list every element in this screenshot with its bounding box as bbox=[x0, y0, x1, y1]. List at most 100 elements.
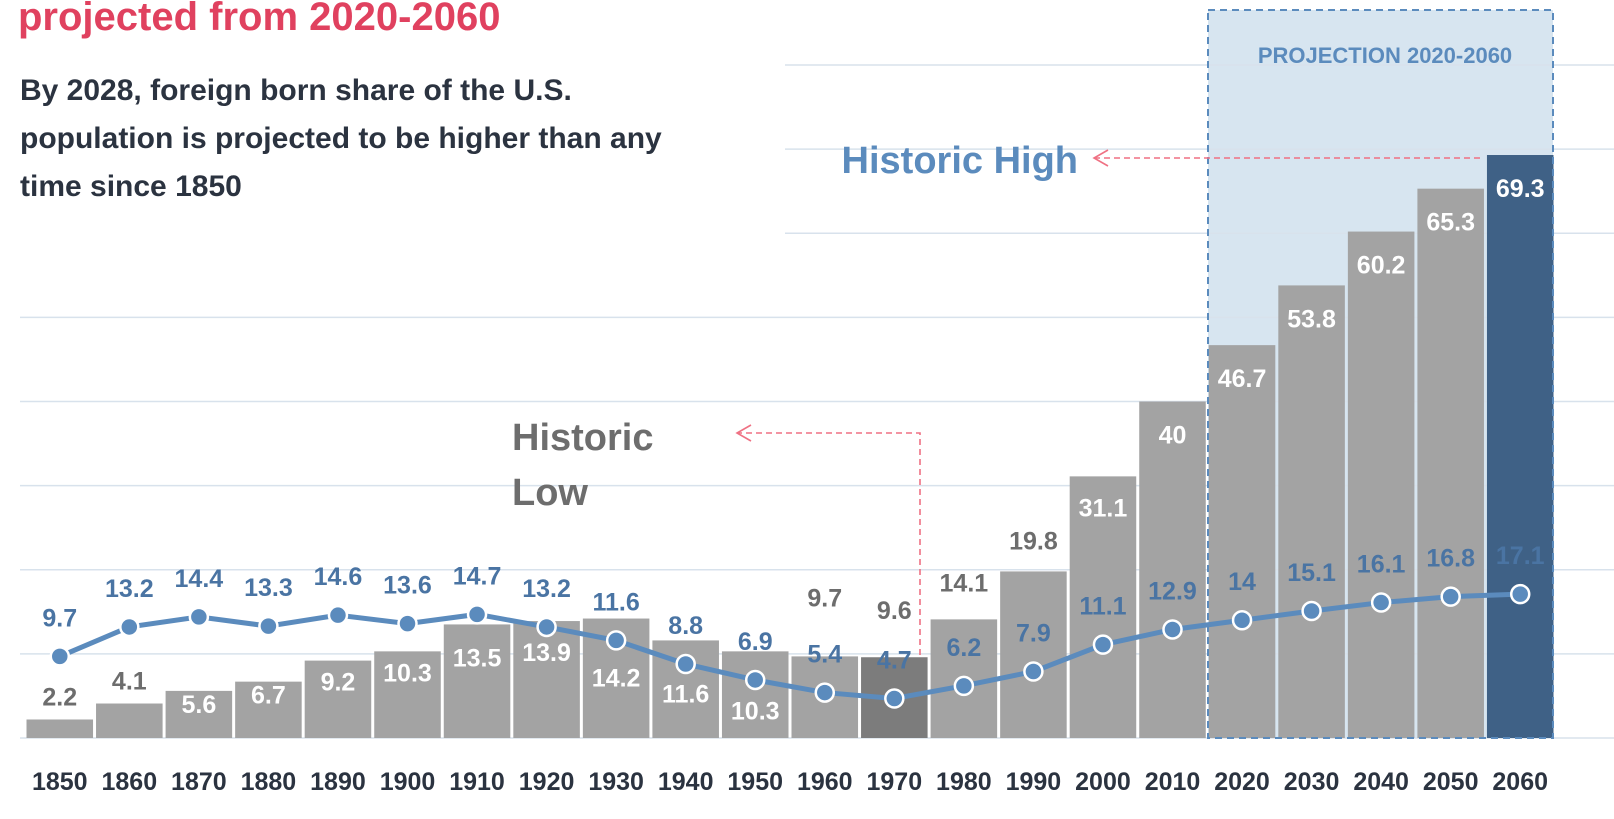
bar bbox=[1208, 345, 1276, 738]
line-value-label: 13.2 bbox=[522, 575, 571, 603]
bar-value-label: 9.7 bbox=[807, 584, 842, 612]
point bbox=[327, 604, 349, 626]
bar bbox=[1417, 188, 1484, 738]
point bbox=[258, 615, 279, 637]
bar-value-label: 14.1 bbox=[940, 569, 989, 597]
point bbox=[1509, 583, 1531, 605]
x-tick-label: 1920 bbox=[519, 768, 575, 796]
x-tick-label: 1860 bbox=[102, 768, 158, 796]
bar bbox=[721, 651, 789, 738]
marks bbox=[26, 155, 1554, 739]
x-tick-label: 1970 bbox=[867, 768, 923, 796]
line-value-label: 14.6 bbox=[314, 563, 363, 591]
bar-value-label: 19.8 bbox=[1009, 527, 1058, 555]
line-value-label: 9.7 bbox=[42, 604, 77, 632]
x-tick-label: 2030 bbox=[1284, 768, 1340, 796]
line-value-label: 17.1 bbox=[1496, 542, 1545, 570]
bar bbox=[1000, 571, 1067, 738]
chart-title: projected from 2020-2060 bbox=[18, 0, 500, 39]
bar-value-label: 4.1 bbox=[112, 668, 147, 696]
x-tick-label: 1990 bbox=[1006, 768, 1062, 796]
bar bbox=[26, 719, 94, 738]
x-tick-label: 1930 bbox=[588, 768, 644, 796]
arrow-head bbox=[1092, 149, 1109, 167]
line-value-label: 15.1 bbox=[1287, 559, 1336, 587]
line-value-label: 12.9 bbox=[1148, 577, 1197, 605]
bar-value-label: 14.2 bbox=[592, 665, 641, 693]
x-tick-label: 1870 bbox=[171, 768, 227, 796]
bar-value-label: 40 bbox=[1159, 422, 1187, 450]
bar-value-label: 13.9 bbox=[522, 639, 571, 667]
line-value-label: 14 bbox=[1228, 568, 1256, 596]
x-tick-label: 1850 bbox=[32, 768, 88, 796]
bar bbox=[1486, 155, 1554, 739]
line-value-label: 13.6 bbox=[383, 572, 432, 600]
line-value-label: 11.6 bbox=[592, 588, 639, 616]
bar-value-label: 6.7 bbox=[251, 682, 286, 710]
bar bbox=[96, 703, 163, 738]
bar bbox=[235, 681, 302, 738]
point bbox=[605, 630, 627, 651]
bar-value-label: 13.5 bbox=[453, 644, 502, 672]
labels: 1850 1860 1870 1880 1890 1900 1910 1920 1930 1940… bbox=[32, 175, 1548, 796]
bar bbox=[1139, 401, 1206, 738]
line-value-label: 6.2 bbox=[946, 634, 981, 662]
bar bbox=[374, 651, 441, 738]
annotation: Low bbox=[512, 472, 588, 514]
point bbox=[953, 675, 975, 697]
subtitle: population is projected to be higher tha… bbox=[20, 122, 662, 155]
point bbox=[1370, 592, 1392, 613]
arrow-line bbox=[737, 432, 921, 655]
point bbox=[1092, 634, 1114, 655]
bar-value-label: 2.2 bbox=[42, 683, 77, 711]
line-value-label: 14.7 bbox=[453, 562, 502, 590]
x-tick-label: 2040 bbox=[1353, 768, 1409, 796]
line-value-label: 16.8 bbox=[1426, 545, 1475, 573]
bar-value-label: 69.3 bbox=[1496, 175, 1545, 203]
bar-value-label: 53.8 bbox=[1287, 305, 1336, 333]
x-tick-label: 1940 bbox=[658, 768, 714, 796]
bar-value-label: 9.6 bbox=[877, 597, 912, 625]
x-tick-label: 1980 bbox=[936, 768, 992, 796]
x-tick-label: 2010 bbox=[1145, 768, 1201, 796]
line-value-label: 11.1 bbox=[1079, 593, 1126, 621]
line-value-label: 4.7 bbox=[877, 646, 912, 674]
bar-value-label: 10.3 bbox=[383, 659, 432, 687]
bar-value-label: 31.1 bbox=[1079, 494, 1128, 522]
subtitle: time since 1850 bbox=[20, 170, 242, 203]
bar bbox=[513, 621, 580, 738]
bar-value-label: 65.3 bbox=[1426, 209, 1475, 237]
bar bbox=[1347, 231, 1415, 738]
line bbox=[58, 591, 1521, 701]
subtitle: By 2028, foreign born share of the U.S. bbox=[20, 74, 572, 107]
bar-value-label: 60.2 bbox=[1357, 252, 1406, 280]
x-tick-label: 1880 bbox=[241, 768, 297, 796]
line-value-label: 8.8 bbox=[668, 612, 703, 640]
bar bbox=[443, 624, 511, 738]
projection-label: PROJECTION 2020-2060 bbox=[1258, 43, 1512, 68]
point bbox=[1162, 619, 1183, 640]
x-tick-label: 1890 bbox=[310, 768, 366, 796]
bar bbox=[165, 690, 233, 738]
x-tick-label: 2020 bbox=[1214, 768, 1270, 796]
line-value-label: 14.4 bbox=[175, 565, 224, 593]
point bbox=[397, 613, 418, 634]
point bbox=[675, 653, 696, 675]
point bbox=[49, 646, 71, 667]
point bbox=[1231, 609, 1253, 631]
bar-value-label: 46.7 bbox=[1218, 365, 1267, 393]
x-tick-label: 2000 bbox=[1075, 768, 1131, 796]
point bbox=[1023, 661, 1044, 682]
point bbox=[188, 606, 210, 628]
arrow-head bbox=[735, 424, 752, 442]
annotation: Historic High bbox=[842, 140, 1078, 182]
point bbox=[814, 682, 836, 703]
x-tick-label: 1910 bbox=[449, 768, 505, 796]
point bbox=[119, 616, 140, 638]
point bbox=[536, 616, 557, 638]
line-value-label: 13.3 bbox=[244, 574, 293, 602]
bar-value-label: 10.3 bbox=[731, 697, 780, 725]
x-tick-label: 2060 bbox=[1492, 768, 1548, 796]
bar-value-label: 5.6 bbox=[181, 691, 216, 719]
point bbox=[744, 669, 766, 691]
